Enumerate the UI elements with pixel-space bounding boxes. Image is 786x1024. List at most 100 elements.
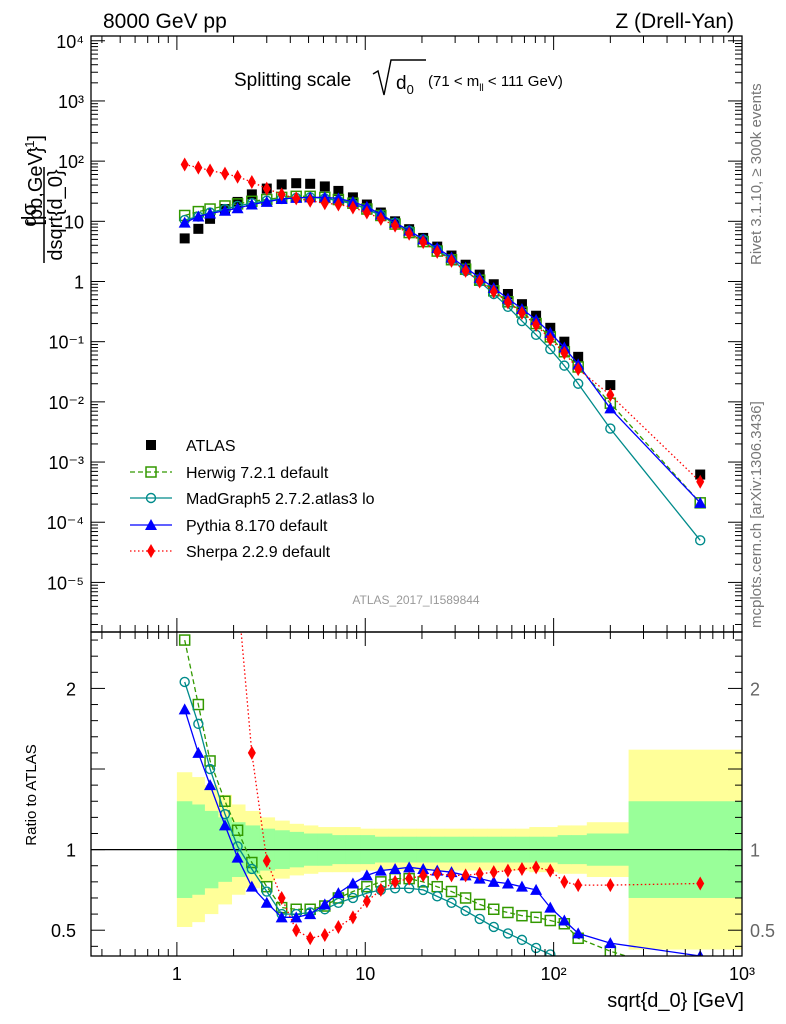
- main-point-atlas: [305, 178, 316, 189]
- main-point-madgraph5: [559, 360, 570, 371]
- ratio-point-sherpa: [306, 931, 315, 946]
- main-point-sherpa: [292, 191, 301, 206]
- main-point-sherpa: [461, 263, 470, 278]
- header-energy: 8000 GeV pp: [103, 10, 227, 33]
- legend-label-madgraph: MadGraph5 2.7.2.atlas3 lo: [186, 491, 375, 508]
- watermark: ATLAS_2017_I1589844: [352, 593, 480, 607]
- ratio-point-herwig: [695, 974, 705, 984]
- y-tick-label: 10⁻¹: [48, 333, 84, 353]
- y-tick-label: 10⁻⁵: [47, 573, 84, 593]
- ratio-point-madgraph5: [530, 942, 542, 954]
- main-point-madgraph5: [605, 423, 616, 434]
- ratio-point-sherpa: [221, 375, 229, 389]
- ratio-point-pythia: [290, 911, 303, 923]
- ratio-point-madgraph5: [446, 897, 457, 909]
- main-title: Splitting scale: [234, 70, 351, 91]
- svg-text:dσ: dσ: [19, 203, 41, 227]
- ratio-point-pythia: [360, 869, 373, 881]
- ratio-point-sherpa: [262, 853, 271, 868]
- ratio-point-sherpa: [489, 865, 498, 880]
- main-point-sherpa: [262, 181, 271, 196]
- main-line-sherpa: [184, 163, 701, 483]
- main-point-atlas: [573, 351, 584, 362]
- main-point-atlas: [319, 181, 330, 192]
- x-tick-label: 10³: [729, 964, 755, 984]
- main-line-herwig: [184, 195, 701, 504]
- ratio-point-herwig: [502, 906, 514, 919]
- ratio-point-sherpa: [517, 861, 526, 876]
- ratio-line-herwig: [184, 639, 629, 956]
- main-point-sherpa: [517, 305, 526, 320]
- ratio-point-pythia: [572, 927, 585, 939]
- main-point-sherpa: [277, 187, 286, 202]
- main-point-sherpa: [546, 332, 555, 347]
- main-point-sherpa: [532, 317, 541, 332]
- svg-text:d0: d0: [396, 73, 414, 97]
- legend: ATLAS Herwig 7.2.1 default MadGraph5 2.7…: [130, 438, 375, 561]
- ratio-point-madgraph5: [516, 934, 528, 946]
- ratio-y-tick-label-right: 1: [750, 841, 760, 861]
- ratio-point-herwig: [178, 634, 191, 646]
- ratio-point-madgraph5: [333, 897, 344, 909]
- main-point-madgraph5: [695, 535, 706, 546]
- main-point-sherpa: [391, 218, 400, 233]
- ratio-point-sherpa: [560, 874, 569, 889]
- ratio-point-sherpa: [503, 863, 512, 878]
- main-point-sherpa: [574, 362, 583, 377]
- main-y-unit: [pb,GeV-1]: [22, 135, 47, 226]
- ratio-point-madgraph5: [193, 718, 204, 730]
- ratio-point-sherpa: [433, 866, 442, 881]
- ratio-point-sherpa: [277, 890, 286, 905]
- ratio-point-sherpa: [419, 868, 428, 883]
- ratio-point-madgraph5: [502, 928, 514, 939]
- ratio-point-madgraph5: [574, 966, 583, 975]
- ratio-point-sherpa: [546, 863, 555, 878]
- main-point-atlas: [333, 185, 344, 196]
- legend-entry-herwig: Herwig 7.2.1 default: [130, 465, 329, 482]
- main-point-sherpa: [433, 244, 442, 259]
- main-point-sherpa: [560, 345, 569, 360]
- ratio-point-pythia: [192, 746, 205, 758]
- main-point-pythia: [604, 402, 617, 414]
- side-label-top: Rivet 3.1.10, ≥ 300k events: [748, 83, 765, 265]
- main-point-pythia: [231, 202, 244, 214]
- main-point-sherpa: [247, 175, 256, 190]
- main-point-sherpa: [475, 274, 484, 289]
- main-point-sherpa: [306, 193, 315, 208]
- ratio-y-tick-label-right: 2: [750, 679, 760, 699]
- ratio-point-pythia: [346, 877, 359, 889]
- ratio-point-herwig: [231, 824, 244, 837]
- legend-label-pythia: Pythia 8.170 default: [186, 518, 328, 535]
- main-point-sherpa: [503, 295, 512, 310]
- main-point-pythia: [245, 198, 258, 210]
- ratio-y-label: Ratio to ATLAS: [23, 744, 40, 845]
- svg-text:dsqrt{d_0}: dsqrt{d_0}: [45, 169, 67, 261]
- x-axis-label: sqrt{d_0} [GeV]: [607, 990, 744, 1012]
- y-tick-label: 1: [74, 272, 84, 292]
- ratio-point-madgraph5: [488, 921, 499, 933]
- x-tick-label: 10²: [541, 964, 567, 984]
- main-point-pythia: [204, 207, 217, 219]
- ratio-point-sherpa: [376, 882, 385, 897]
- ratio-point-sherpa: [447, 868, 456, 883]
- legend-entry-pythia: Pythia 8.170 default: [130, 518, 328, 535]
- ratio-point-pythia: [304, 908, 317, 920]
- ratio-point-madgraph5: [545, 949, 556, 956]
- ratio-point-pythia: [245, 880, 258, 892]
- ratio-point-herwig: [530, 911, 542, 924]
- y-tick-label: 10⁻⁴: [47, 513, 84, 533]
- main-point-atlas: [605, 380, 616, 391]
- ratio-point-pythia: [204, 779, 217, 791]
- ratio-point-madgraph5: [179, 676, 190, 688]
- ratio-point-pythia: [604, 937, 617, 949]
- main-point-sherpa: [447, 253, 456, 268]
- ratio-point-herwig: [459, 892, 472, 904]
- ratio-point-pythia: [487, 875, 500, 887]
- ratio-point-madgraph5: [246, 863, 258, 875]
- legend-label-herwig: Herwig 7.2.1 default: [186, 465, 329, 482]
- main-point-pythia: [192, 210, 205, 222]
- main-point-pythia: [218, 204, 231, 216]
- ratio-point-sherpa: [461, 868, 470, 883]
- main-point-sherpa: [233, 169, 242, 184]
- header-process: Z (Drell-Yan): [615, 10, 734, 33]
